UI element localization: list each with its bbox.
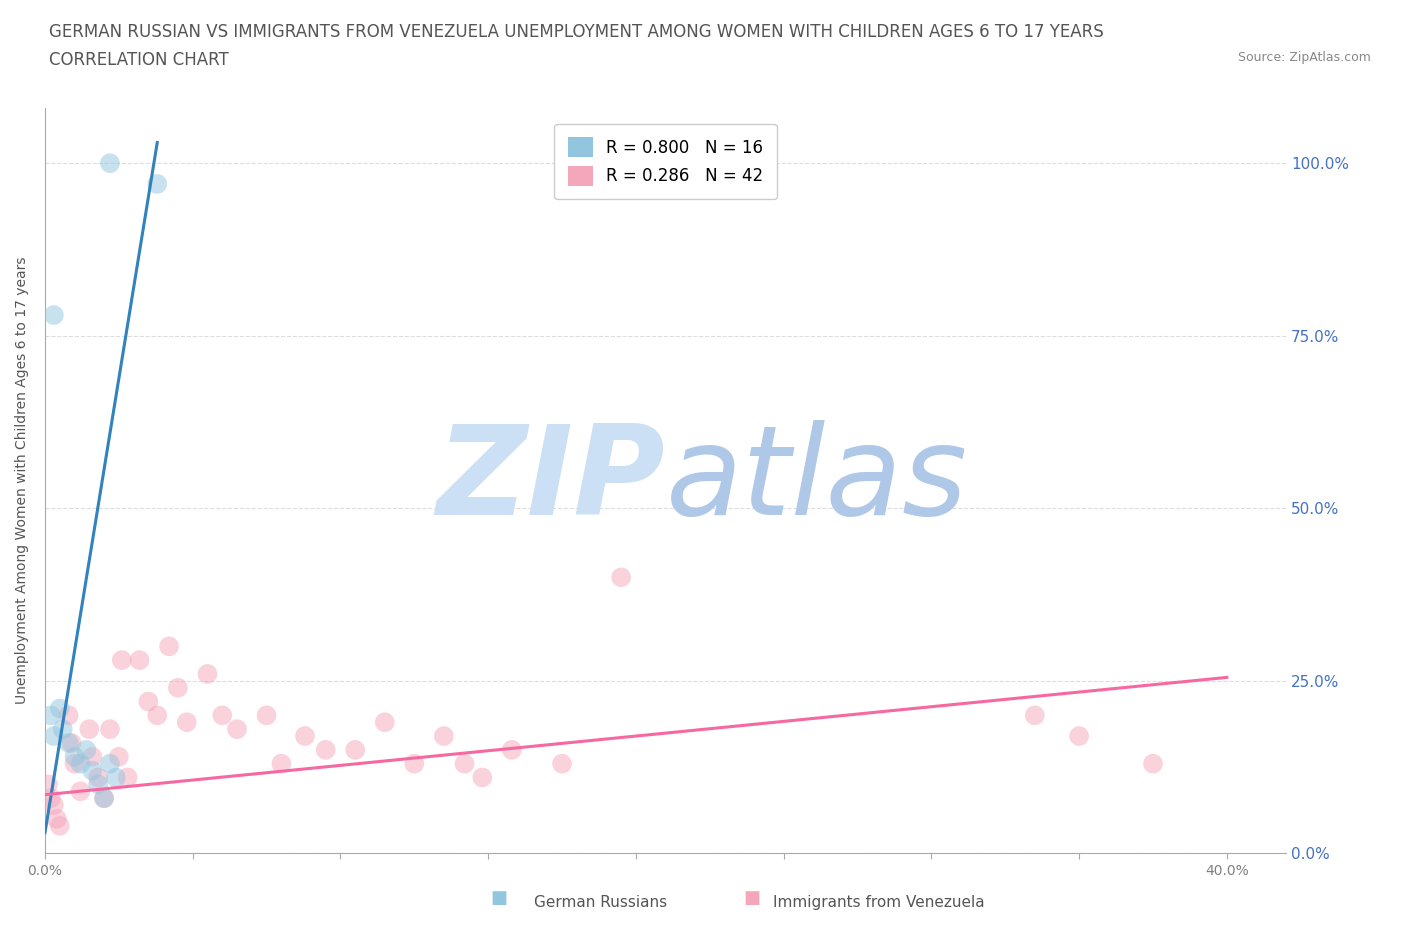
Y-axis label: Unemployment Among Women with Children Ages 6 to 17 years: Unemployment Among Women with Children A… xyxy=(15,257,30,704)
Text: ■: ■ xyxy=(491,889,508,907)
Point xyxy=(98,756,121,771)
Point xyxy=(176,715,198,730)
Point xyxy=(211,708,233,723)
Point xyxy=(42,308,65,323)
Point xyxy=(37,777,59,791)
Point xyxy=(48,818,70,833)
Point xyxy=(167,681,190,696)
Point xyxy=(42,728,65,743)
Point xyxy=(58,708,80,723)
Point xyxy=(98,722,121,737)
Text: GERMAN RUSSIAN VS IMMIGRANTS FROM VENEZUELA UNEMPLOYMENT AMONG WOMEN WITH CHILDR: GERMAN RUSSIAN VS IMMIGRANTS FROM VENEZU… xyxy=(49,23,1104,41)
Point xyxy=(315,742,337,757)
Point xyxy=(108,750,131,764)
Text: Source: ZipAtlas.com: Source: ZipAtlas.com xyxy=(1237,51,1371,64)
Point xyxy=(45,812,67,827)
Point xyxy=(157,639,180,654)
Point xyxy=(82,750,104,764)
Point xyxy=(374,715,396,730)
Text: ZIP: ZIP xyxy=(437,420,665,541)
Point xyxy=(551,756,574,771)
Point xyxy=(93,790,115,805)
Point xyxy=(52,722,75,737)
Point xyxy=(39,790,62,805)
Point xyxy=(294,728,316,743)
Point xyxy=(1024,708,1046,723)
Point xyxy=(63,750,86,764)
Point xyxy=(98,155,121,170)
Point xyxy=(87,777,110,791)
Point xyxy=(1142,756,1164,771)
Point xyxy=(128,653,150,668)
Point xyxy=(87,770,110,785)
Point xyxy=(138,694,160,709)
Point xyxy=(75,742,97,757)
Point xyxy=(404,756,426,771)
Point xyxy=(63,756,86,771)
Point xyxy=(610,570,633,585)
Point xyxy=(42,798,65,813)
Text: German Russians: German Russians xyxy=(534,895,668,910)
Point xyxy=(39,708,62,723)
Point xyxy=(69,756,91,771)
Point xyxy=(197,667,219,682)
Point xyxy=(58,736,80,751)
Point xyxy=(453,756,475,771)
Point xyxy=(93,790,115,805)
Text: ■: ■ xyxy=(744,889,761,907)
Text: atlas: atlas xyxy=(665,420,967,541)
Point xyxy=(471,770,494,785)
Point xyxy=(60,736,83,751)
Point xyxy=(48,701,70,716)
Text: CORRELATION CHART: CORRELATION CHART xyxy=(49,51,229,69)
Point xyxy=(270,756,292,771)
Legend: R = 0.800   N = 16, R = 0.286   N = 42: R = 0.800 N = 16, R = 0.286 N = 42 xyxy=(554,124,776,199)
Point xyxy=(69,784,91,799)
Point xyxy=(111,653,134,668)
Point xyxy=(82,764,104,778)
Text: Immigrants from Venezuela: Immigrants from Venezuela xyxy=(773,895,986,910)
Point xyxy=(1069,728,1091,743)
Point xyxy=(256,708,278,723)
Point xyxy=(433,728,456,743)
Point xyxy=(146,177,169,192)
Point xyxy=(104,770,127,785)
Point xyxy=(146,708,169,723)
Point xyxy=(501,742,523,757)
Point xyxy=(79,722,101,737)
Point xyxy=(344,742,367,757)
Point xyxy=(117,770,139,785)
Point xyxy=(226,722,249,737)
